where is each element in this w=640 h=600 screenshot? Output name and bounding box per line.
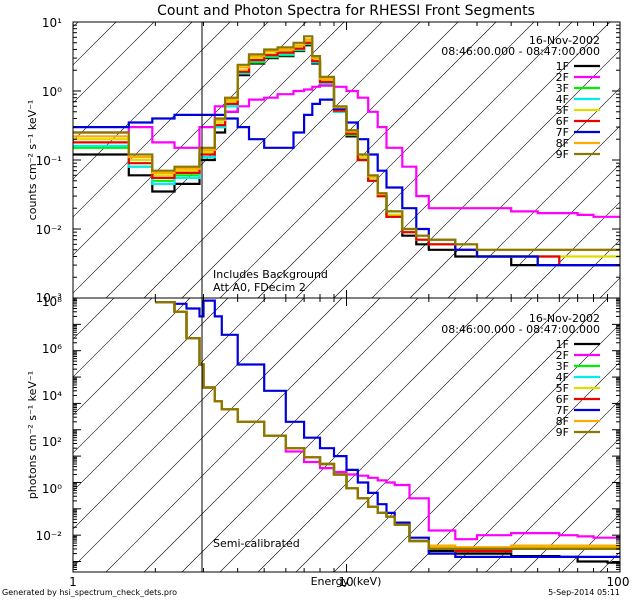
photons-hatch-line [105,298,381,572]
photons-legend-label: 2F [556,349,569,362]
xtick-label: 100 [607,575,630,589]
counts-series-5F [73,40,620,258]
counts-series-8F [73,38,620,251]
counts-hatch-line [73,22,155,104]
photons-hatch-line [73,298,191,416]
counts-series-2F [73,84,620,218]
photons-legend-label: 6F [556,393,569,406]
photons-ytick-label: 10² [42,435,62,449]
photons-hatch-line [409,361,620,572]
counts-annotation: Att A0, FDecim 2 [213,281,306,294]
counts-hatch-line [561,239,620,298]
photons-legend-label: 8F [556,415,569,428]
counts-ytick-label: 10⁻³ [36,291,63,305]
x-axis-label: Energy (keV) [311,575,382,588]
counts-ytick-label: 10⁻² [36,223,63,237]
photons-ytick-label: 10⁶ [42,342,62,356]
photons-hatch-line [257,298,533,572]
photons-series-1F [155,301,620,565]
counts-ytick-label: 10¹ [42,16,62,30]
counts-hatch [0,22,620,298]
counts-series-4F [73,42,620,267]
counts-hatch-line [447,125,620,298]
photons-panel: 10⁸ 10⁶ 10⁴ 10² 10⁰ 10⁻² photons cm⁻² s⁻… [26,295,630,589]
counts-legend-label: 8F [556,137,569,150]
photons-legend-label: 4F [556,371,569,384]
counts-hatch-line [0,22,2,298]
photons-series-7F [155,299,620,559]
photons-hatch-line [73,298,153,378]
counts-panel: 10¹ 10⁰ 10⁻¹ 10⁻² 10⁻³ counts cm⁻² s⁻¹ k… [0,16,621,305]
counts-hatch-line [73,22,231,180]
counts-hatch-line [523,201,620,298]
counts-hatch-line [73,22,307,256]
counts-series-6F [73,41,620,267]
photons-legend-label: 9F [556,426,569,439]
counts-hatch-line [105,22,383,298]
photons-legend-label: 7F [556,404,569,417]
xtick-label: 1 [69,575,77,589]
counts-series-7F [73,98,620,267]
photons-hatch-line [447,399,620,572]
counts-ylabel: counts cm⁻² s⁻¹ keV⁻¹ [26,100,39,221]
counts-ytick-label: 10⁰ [42,85,62,99]
counts-legend-label: 4F [556,93,569,106]
counts-hatch-line [143,22,421,298]
photons-hatch-line [295,298,571,572]
photons-hatch-line [561,513,620,572]
counts-legend-label: 9F [556,148,569,161]
photons-ytick-label: 10⁴ [42,389,62,403]
photons-legend-label: 3F [556,360,569,373]
counts-series-3F [73,42,620,267]
counts-hatch-line [333,22,611,298]
counts-legend-label: 7F [556,126,569,139]
counts-hatch-line [257,22,535,298]
photons-hatch-line [485,437,620,572]
photons-hatch-line [73,298,267,492]
photons-ytick-label: 10⁰ [42,482,62,496]
photons-ytick-label: 10⁻² [36,529,63,543]
counts-legend-label: 3F [556,82,569,95]
counts-legend-label: 6F [556,115,569,128]
counts-hatch-line [295,22,573,298]
counts-legend-label: 2F [556,71,569,84]
counts-date: 16-Nov-2002 [529,34,600,47]
counts-annotation: Includes Background [213,268,328,281]
photons-hatch-line [73,298,229,454]
photons-ytick-label: 10⁸ [42,295,62,309]
photons-ylabel: photons cm⁻² s⁻¹ keV⁻¹ [26,371,39,499]
counts-ytick-label: 10⁻¹ [36,154,63,168]
photons-hatch [73,298,620,572]
photons-hatch-line [73,298,305,530]
photons-date: 16-Nov-2002 [529,312,600,325]
photons-legend-label: 1F [556,338,569,351]
photons-series-2F [155,301,620,541]
photons-hatch-line [523,475,620,572]
photons-hatch-line [333,298,609,572]
counts-legend-label: 5F [556,104,569,117]
counts-hatch-line [485,163,620,298]
counts-legend-label: 1F [556,60,569,73]
photons-hatch-line [219,298,495,572]
photons-hatch-line [181,298,457,572]
counts-hatch-line [73,22,193,142]
footer-timestamp: 5-Sep-2014 05:11 [548,588,620,597]
photons-legend-label: 5F [556,382,569,395]
photons-time-range: 08:46:00.000 - 08:47:00.000 [441,323,600,336]
photons-hatch-line [371,323,620,572]
counts-hatch-line [371,49,620,298]
xtick-label: 10 [338,575,353,589]
photons-hatch-line [73,298,343,568]
footer-generated-by: Generated by hsi_spectrum_check_dets.pro [2,588,177,597]
counts-series-9F [73,35,620,251]
counts-time-range: 08:46:00.000 - 08:47:00.000 [441,45,600,58]
counts-series-1F [73,44,620,267]
photons-frame [72,297,621,573]
counts-hatch-line [181,22,459,298]
chart-title: Count and Photon Spectra for RHESSI Fron… [157,3,535,19]
photons-annotation: Semi-calibrated [213,537,300,550]
photons-series-9F [155,301,620,551]
